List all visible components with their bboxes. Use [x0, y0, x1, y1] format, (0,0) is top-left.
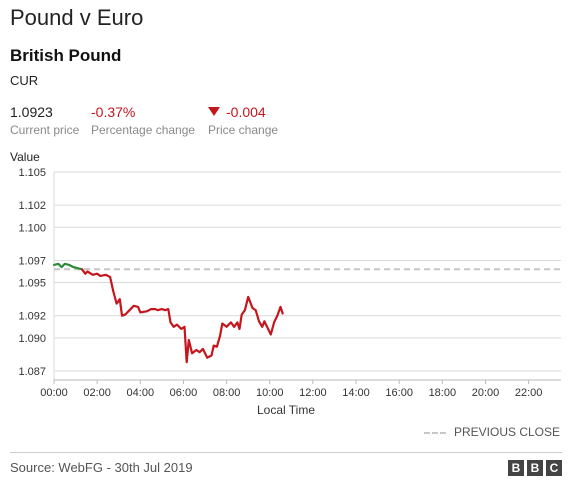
legend: PREVIOUS CLOSE [423, 425, 560, 439]
current-price-stat: 1.0923 Current price [10, 104, 79, 137]
y-tick-label: 1.100 [18, 222, 46, 234]
y-tick-label: 1.105 [18, 167, 46, 179]
y-axis-label: Value [10, 150, 40, 164]
chart-title: Pound v Euro [10, 5, 144, 30]
y-tick-label: 1.087 [18, 366, 46, 378]
x-tick-label: 16:00 [385, 387, 413, 399]
x-tick-label: 20:00 [472, 387, 500, 399]
instrument-name: British Pound [10, 46, 122, 65]
price-change-stat: -0.004 Price change [208, 104, 278, 137]
y-tick-label: 1.092 [18, 311, 46, 323]
current-price-value: 1.0923 [10, 104, 53, 120]
x-axis-label: Local Time [257, 403, 315, 417]
source-note: Source: WebFG - 30th Jul 2019 [10, 460, 193, 475]
price-change-label: Price change [208, 123, 279, 137]
x-tick-label: 14:00 [342, 387, 370, 399]
percentage-change-value: -0.37% [91, 104, 136, 120]
logo-letter: C [546, 460, 562, 476]
percentage-change-stat: -0.37% Percentage change [91, 104, 195, 137]
current-price-label: Current price [10, 123, 80, 137]
dashed-line-icon [423, 431, 446, 434]
x-tick-label: 08:00 [213, 387, 241, 399]
instrument-code: CUR [10, 73, 39, 88]
y-tick-label: 1.097 [18, 255, 46, 267]
y-tick-label: 1.102 [18, 200, 46, 212]
logo-letter: B [508, 460, 524, 476]
x-tick-label: 22:00 [515, 387, 543, 399]
logo-letter: B [527, 460, 543, 476]
y-tick-label: 1.090 [18, 333, 46, 345]
x-tick-label: 04:00 [127, 387, 155, 399]
x-tick-label: 06:00 [170, 387, 198, 399]
x-tick-label: 10:00 [256, 387, 284, 399]
series-line [80, 268, 284, 364]
x-tick-label: 02:00 [83, 387, 111, 399]
percentage-change-label: Percentage change [91, 123, 196, 137]
down-triangle-icon [208, 107, 220, 116]
bbc-logo: B B C [508, 460, 562, 476]
price-change-value: -0.004 [226, 104, 266, 120]
y-tick-label: 1.095 [18, 278, 46, 290]
x-tick-label: 12:00 [299, 387, 327, 399]
legend-previous-close-label: PREVIOUS CLOSE [453, 425, 560, 439]
footer-divider [10, 452, 562, 453]
x-tick-label: 18:00 [429, 387, 457, 399]
x-tick-label: 00:00 [40, 387, 68, 399]
series-line [52, 262, 84, 271]
